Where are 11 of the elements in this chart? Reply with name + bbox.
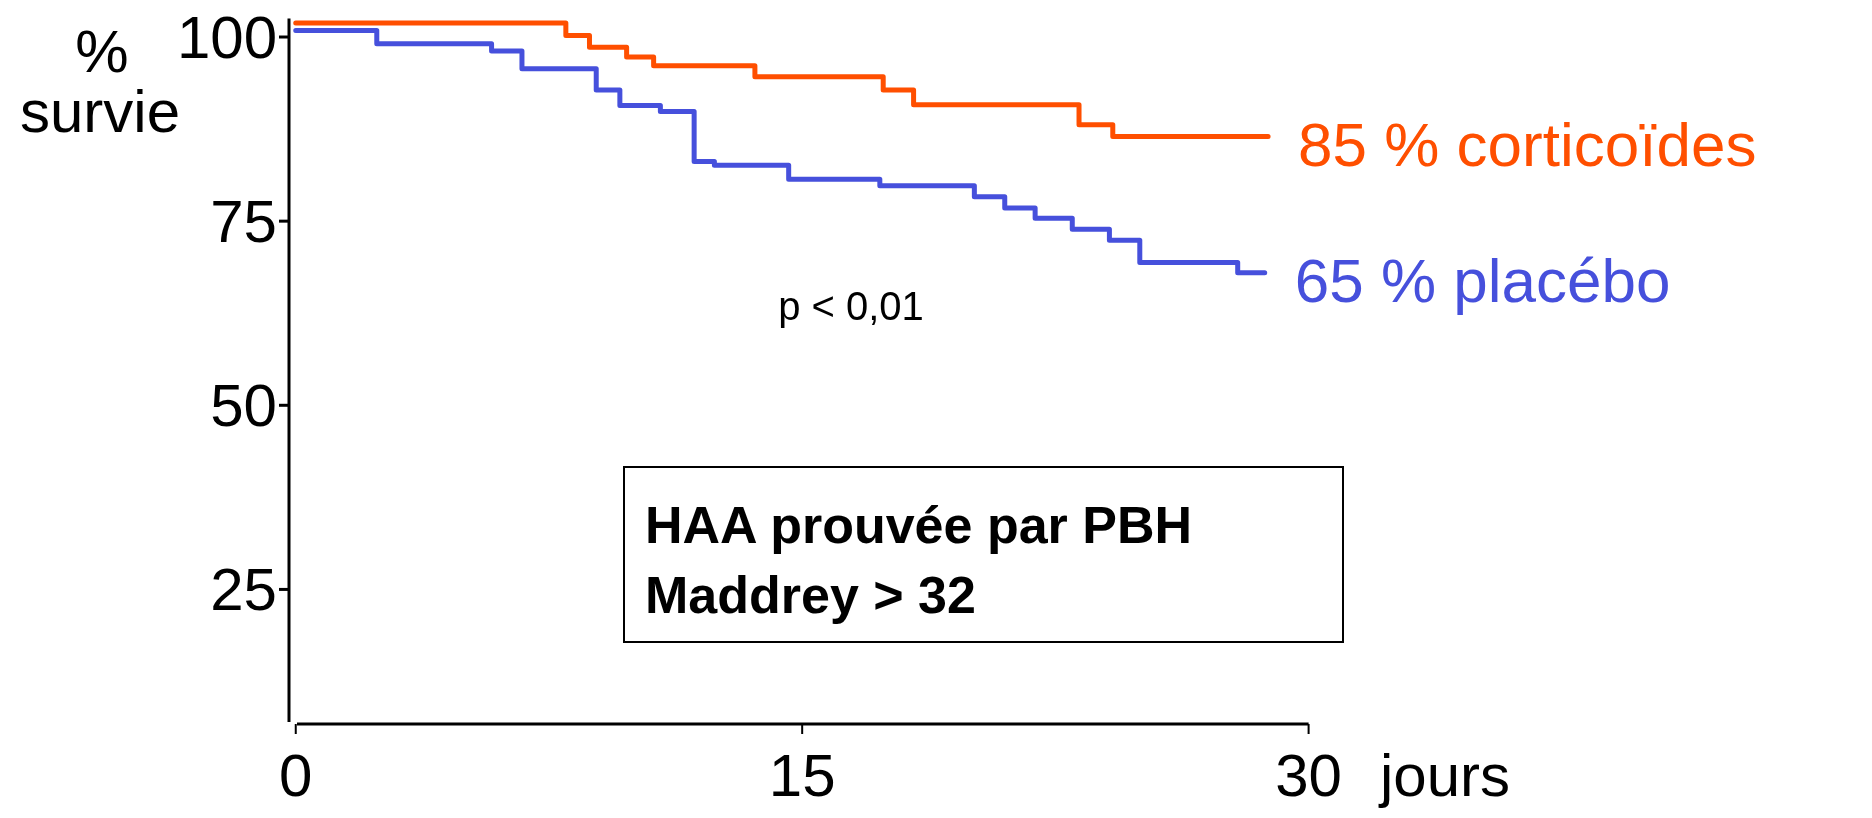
series-label: 65 % placébo [1294, 246, 1671, 316]
x-axis-title: jours [1377, 742, 1511, 809]
annotation: HAA prouvée par PBH Maddrey > 32 [645, 496, 1193, 624]
series-label: 85 % corticoïdes [1298, 110, 1757, 180]
x-tick-label: 30 [1275, 742, 1342, 809]
y-tick-label: 75 [210, 188, 277, 256]
x-tick-label: 0 [279, 742, 313, 809]
x-tick-label: 15 [768, 742, 836, 809]
annotation: p < 0,01 [778, 284, 924, 328]
y-tick-label: 25 [210, 556, 277, 624]
y-tick-label: 50 [210, 372, 277, 440]
